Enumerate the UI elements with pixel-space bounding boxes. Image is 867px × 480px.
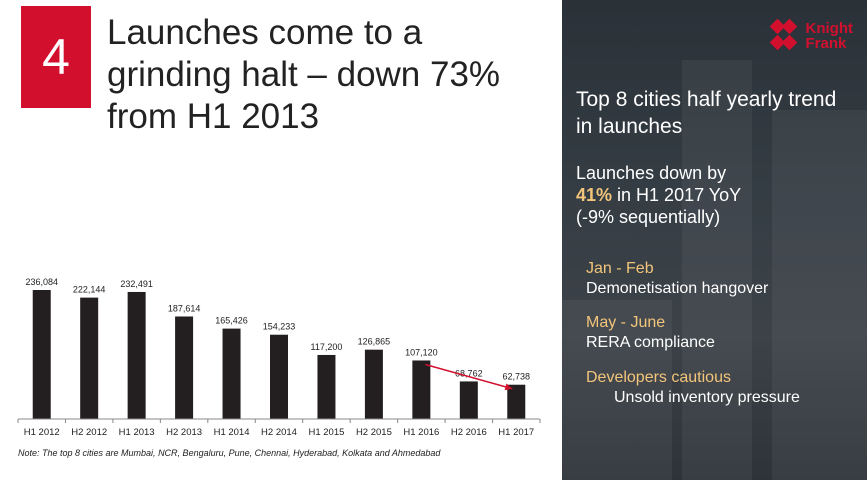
summary-subtitle: Launches down by 41% in H1 2017 YoY (-9%…: [576, 162, 856, 228]
x-tick-label: H1 2014: [214, 427, 250, 438]
bar: [507, 384, 526, 419]
point-heading-jan-feb: Jan - Feb: [586, 260, 654, 277]
x-tick-label: H1 2013: [119, 427, 155, 438]
point-heading-may-june: May - June: [586, 314, 666, 331]
bar: [270, 334, 288, 419]
data-label: 222,144: [73, 285, 106, 295]
x-tick-label: H1 2017: [498, 427, 534, 438]
logo-mark-icon: [769, 18, 800, 53]
summary-subtitle-line3: (-9% sequentially): [576, 207, 721, 227]
bar: [222, 328, 241, 419]
x-tick-label: H2 2013: [166, 427, 202, 438]
logo-text-line2: Frank: [805, 35, 847, 52]
point-heading-developers: Developers cautious: [586, 369, 731, 386]
x-tick-label: H2 2014: [261, 427, 297, 438]
logo-text-line1: Knight: [805, 20, 853, 37]
yoy-percentage: 41%: [576, 185, 613, 205]
bar: [175, 316, 194, 419]
trend-arrow-line: [425, 363, 513, 390]
knight-frank-logo: Knight Frank: [769, 18, 853, 53]
chart-panel: 4 Launches come to a grinding halt – dow…: [17, 6, 541, 458]
summary-subtitle-line1: Launches down by: [576, 163, 727, 183]
x-tick-label: H1 2016: [403, 427, 439, 438]
launches-bar-chart: 236,084 H1 2012 222,144 H2 2012 232,491 H1 20…: [17, 277, 541, 438]
background-building: [772, 110, 867, 480]
slide-number-badge: 4: [21, 6, 91, 108]
background-building: [682, 60, 752, 480]
bar: [412, 360, 431, 419]
data-label: 107,120: [405, 347, 438, 357]
bar: [459, 381, 478, 419]
point-detail-unsold: Unsold inventory pressure: [614, 389, 800, 406]
slide-title: Launches come to a grinding halt – down …: [107, 13, 501, 136]
summary-subtitle-line2: in H1 2017 YoY: [612, 185, 742, 205]
data-label: 165,426: [215, 316, 248, 326]
summary-panel: Knight Frank Top 8 cities half yearly tr…: [562, 0, 867, 480]
data-label: 62,738: [503, 372, 531, 382]
data-label: 68,762: [455, 368, 483, 378]
bar: [127, 291, 146, 419]
x-tick-label: H2 2012: [71, 427, 107, 438]
data-label: 117,200: [311, 342, 343, 352]
bar: [32, 290, 51, 419]
summary-title: Top 8 cities half yearly trend in launch…: [576, 88, 837, 138]
bar: [80, 297, 99, 419]
x-tick-label: H2 2015: [356, 427, 392, 438]
x-tick-label: H1 2015: [308, 427, 344, 438]
x-tick-label: H2 2016: [451, 427, 487, 438]
point-detail-demonetisation: Demonetisation hangover: [586, 280, 769, 297]
background-building: [562, 300, 672, 480]
bar: [364, 349, 383, 419]
footnote: Note: The top 8 cities are Mumbai, NCR, …: [18, 448, 441, 458]
trend-arrow-head: [504, 383, 513, 391]
data-label: 126,865: [358, 337, 391, 347]
data-label: 232,491: [120, 279, 153, 289]
data-label: 236,084: [25, 277, 58, 287]
x-tick-label: H1 2012: [24, 427, 60, 438]
data-label: 154,233: [263, 322, 296, 332]
bar: [317, 354, 336, 419]
point-detail-rera: RERA compliance: [586, 334, 715, 351]
data-label: 187,614: [168, 303, 201, 313]
